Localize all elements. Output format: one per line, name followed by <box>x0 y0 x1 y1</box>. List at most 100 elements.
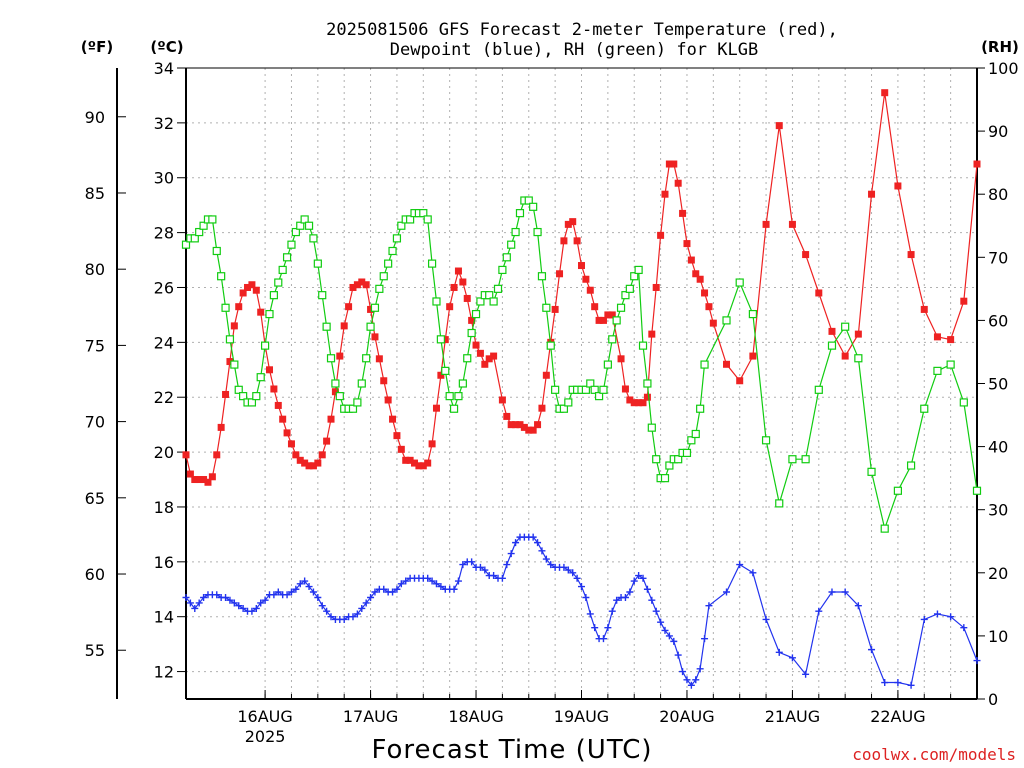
dewpoint-point <box>529 533 537 541</box>
dewpoint-point <box>705 602 713 610</box>
temperature-point <box>239 289 247 297</box>
dewpoint-point <box>947 613 955 621</box>
dewpoint-point <box>802 670 810 678</box>
temperature-point <box>415 462 423 470</box>
x-tick-label: 17AUG <box>343 707 398 726</box>
temperature-point <box>406 456 414 464</box>
rh-point <box>300 215 309 224</box>
celsius-tick-label: 28 <box>154 224 174 243</box>
temperature-point <box>367 305 375 313</box>
celsius-tick-label: 20 <box>154 443 174 462</box>
temperature-point <box>868 190 876 198</box>
dewpoint-point <box>424 574 432 582</box>
rh-point <box>647 423 656 432</box>
watermark: coolwx.com/models <box>852 745 1016 764</box>
chart-title-line2: Dewpoint (blue), RH (green) for KLGB <box>390 40 758 60</box>
rh-point <box>282 253 292 262</box>
temperature-point <box>230 322 238 330</box>
temperature-point <box>446 303 454 311</box>
temperature-point <box>709 319 717 327</box>
rh-tick-label: 90 <box>988 122 1008 141</box>
rh-point <box>722 316 731 325</box>
temperature-point <box>397 445 405 453</box>
temperature-point <box>573 237 581 245</box>
temperature-point <box>472 341 480 349</box>
dewpoint-point <box>305 583 313 591</box>
dewpoint-point <box>586 610 594 618</box>
rh-point <box>537 272 547 281</box>
rh-point <box>252 392 261 401</box>
dewpoint-point <box>323 607 331 615</box>
temperature-point <box>200 476 208 484</box>
rh-point <box>225 335 235 344</box>
rh-point <box>313 259 322 268</box>
dewpoint-point <box>459 561 467 569</box>
rh-point <box>599 385 608 394</box>
temperature-point <box>274 401 282 409</box>
temperature-point <box>270 385 278 393</box>
rh-point <box>366 322 375 331</box>
fahrenheit-tick-label: 85 <box>85 184 105 203</box>
temperature-point <box>674 179 682 187</box>
dewpoint-point <box>389 588 397 596</box>
rh-point <box>190 234 199 243</box>
celsius-tick-label: 12 <box>154 663 174 682</box>
rh-point <box>419 209 428 218</box>
rh-point <box>559 404 569 413</box>
temperature-point <box>437 371 445 379</box>
rh-point <box>199 221 208 230</box>
dewpoint-point <box>920 615 928 623</box>
rh-point <box>652 455 661 464</box>
rh-point <box>309 234 318 243</box>
temperature-point <box>525 426 533 434</box>
celsius-unit-label: (ºC) <box>150 38 183 56</box>
temperature-point <box>428 440 436 448</box>
temperature-point <box>424 459 432 467</box>
celsius-tick-label: 24 <box>154 333 174 352</box>
temperature-point <box>419 462 427 470</box>
rh-point <box>441 366 450 375</box>
temperature-point <box>560 237 568 245</box>
rh-point <box>362 354 371 363</box>
temperature-point <box>450 283 458 291</box>
rh-point <box>269 291 278 300</box>
rh-point <box>788 455 797 464</box>
temperature-point <box>235 303 243 311</box>
temperature-point <box>670 160 678 168</box>
dewpoint-point <box>661 626 669 634</box>
rh-point <box>880 524 889 533</box>
dewpoint-point <box>635 572 643 580</box>
dewpoint-point <box>393 585 401 593</box>
rh-tick-label: 30 <box>988 501 1008 520</box>
rh-point <box>357 379 366 388</box>
dewpoint-point <box>292 585 300 593</box>
temperature-point <box>665 160 673 168</box>
dewpoint-point <box>362 599 370 607</box>
fahrenheit-tick-label: 55 <box>85 641 105 660</box>
rh-point <box>546 341 555 350</box>
rh-point <box>603 360 612 369</box>
dewpoint-point <box>226 596 234 604</box>
temperature-point <box>217 423 225 431</box>
temperature-point <box>608 311 616 319</box>
dewpoint-point <box>358 604 366 612</box>
rh-point <box>217 272 226 281</box>
x-tick-label: 19AUG <box>554 707 609 726</box>
rh-point <box>959 398 968 407</box>
dewpoint-point <box>604 624 612 632</box>
rh-point <box>291 227 300 237</box>
dewpoint-point <box>538 547 546 555</box>
dewpoint-point <box>701 635 709 643</box>
rh-point <box>691 429 700 439</box>
dewpoint-point <box>683 676 691 684</box>
temperature-point <box>652 283 660 291</box>
rh-point <box>476 297 485 306</box>
rh-point <box>801 455 810 464</box>
rh-point <box>775 499 784 508</box>
rh-point <box>335 392 344 401</box>
rh-point <box>427 259 437 268</box>
temperature-point <box>617 355 625 363</box>
x-axis-title: Forecast Time (UTC) <box>371 735 652 765</box>
temperature-point <box>204 478 212 486</box>
rh-point <box>379 272 388 281</box>
